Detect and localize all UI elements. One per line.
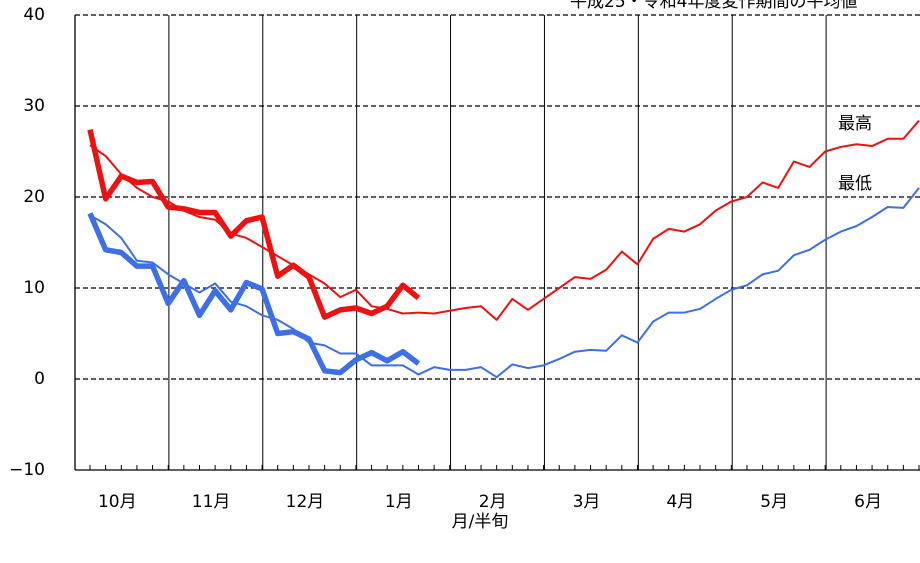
- x-tick-label: 3月: [573, 492, 601, 512]
- series-label: 最低: [838, 174, 872, 194]
- y-tick-label: −10: [9, 460, 45, 480]
- annotation: 平成25・令和4年度麦作期間の平均値: [570, 0, 857, 12]
- y-tick-label: 0: [34, 369, 45, 389]
- x-tick-label: 1月: [385, 492, 413, 512]
- x-tick-label: 5月: [760, 492, 788, 512]
- y-tick-label: 20: [23, 187, 45, 207]
- x-axis-label: 月/半旬: [452, 512, 509, 532]
- series-line: [89, 187, 920, 379]
- series-line: [87, 212, 421, 376]
- x-tick-label: 4月: [666, 492, 694, 512]
- series-label: 最高: [838, 114, 872, 134]
- x-tick-label: 6月: [854, 492, 882, 512]
- y-tick-label: 40: [23, 5, 45, 25]
- x-tick-label: 2月: [479, 492, 507, 512]
- series-line: [87, 129, 421, 320]
- y-tick-label: 10: [23, 278, 45, 298]
- x-tick-label: 10月: [98, 492, 137, 512]
- y-tick-label: 30: [23, 96, 45, 116]
- x-tick-label: 11月: [192, 492, 231, 512]
- x-tick-label: 12月: [286, 492, 325, 512]
